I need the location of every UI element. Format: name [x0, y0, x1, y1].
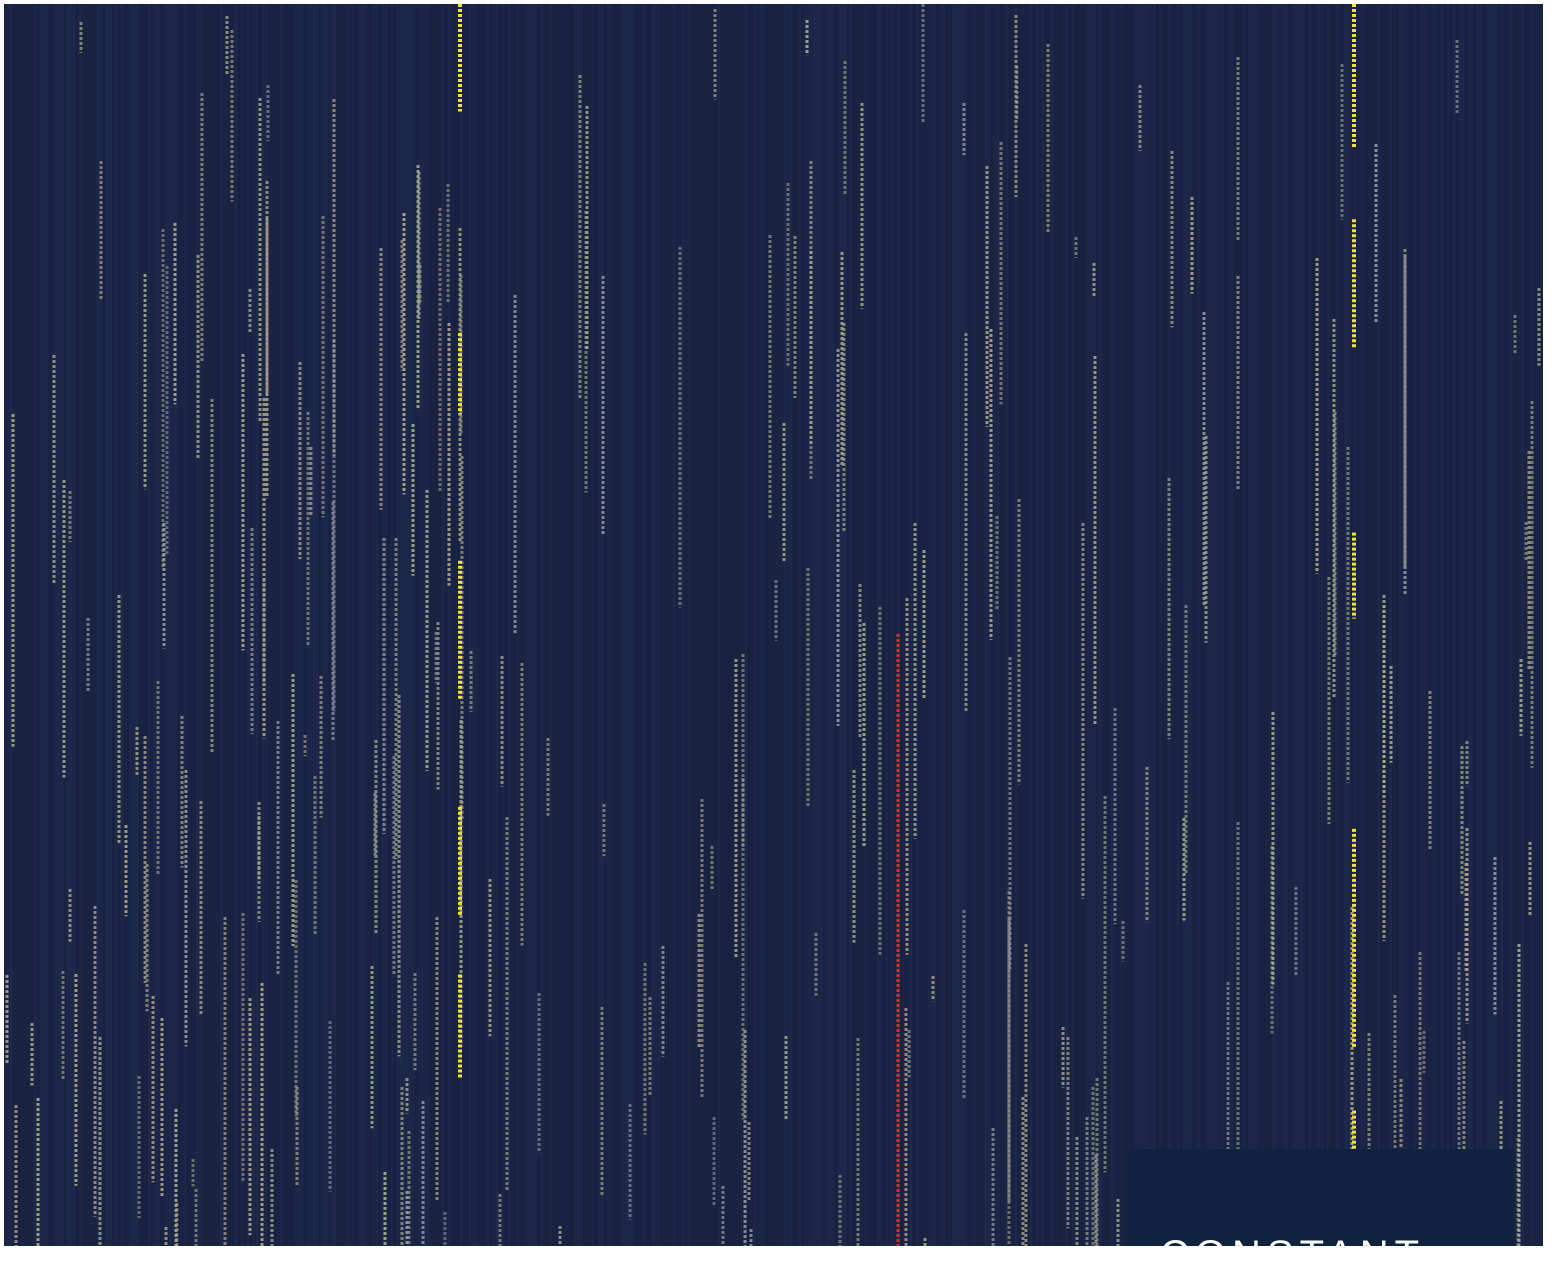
product-name: CONSTANT	[1160, 1233, 1425, 1246]
carpet-texture-image: CONSTANT	[4, 4, 1543, 1246]
product-label-box: CONSTANT	[1128, 1149, 1513, 1246]
carpet-pattern	[4, 4, 1543, 1246]
yarn-strands	[5, 4, 1541, 1246]
